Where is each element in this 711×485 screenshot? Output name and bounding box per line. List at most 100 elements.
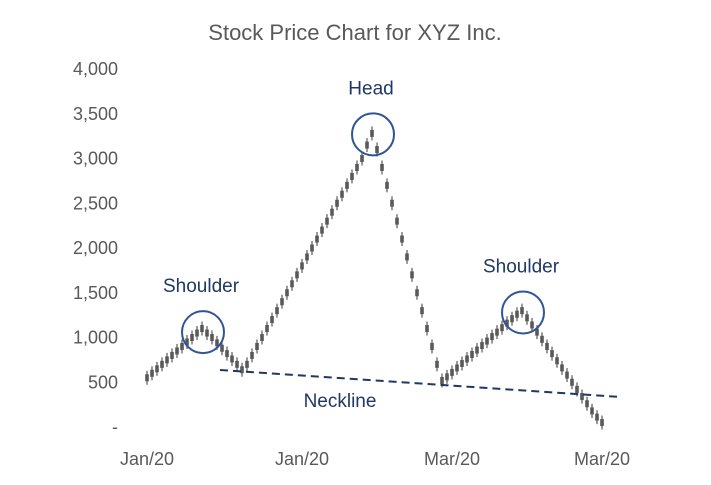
candle-body xyxy=(250,351,254,359)
candle-body xyxy=(515,310,519,318)
candle-body xyxy=(435,360,439,368)
candle-body xyxy=(270,316,274,324)
candle-body xyxy=(285,289,289,297)
candle-body xyxy=(560,364,564,372)
candle-body xyxy=(465,355,469,363)
candle-body xyxy=(205,329,209,337)
candle-body xyxy=(455,364,459,372)
candle-body xyxy=(165,356,169,364)
candle-body xyxy=(235,360,239,368)
y-tick-label: 500 xyxy=(88,372,118,392)
candle-body xyxy=(175,347,179,355)
annotation-label-head: Head xyxy=(348,78,393,99)
candle-body xyxy=(290,280,294,288)
candle-body xyxy=(190,334,194,341)
candle-body xyxy=(595,413,599,421)
candle-body xyxy=(240,366,244,374)
candle-body xyxy=(305,253,309,261)
candle-body xyxy=(470,351,474,359)
candle-body xyxy=(495,328,499,336)
candle-body xyxy=(405,253,409,261)
x-tick-label: Mar/20 xyxy=(424,449,480,469)
neckline xyxy=(219,369,621,398)
candle-body xyxy=(355,163,359,171)
candle-body xyxy=(485,337,489,345)
candle-body xyxy=(540,335,544,343)
x-tick-label: Jan/20 xyxy=(120,449,174,469)
candle-body xyxy=(365,141,369,149)
candle-body xyxy=(335,199,339,207)
candle-body xyxy=(445,373,449,381)
y-tick-label: 3,500 xyxy=(73,104,118,124)
candle-body xyxy=(170,351,174,359)
chart-title: Stock Price Chart for XYZ Inc. xyxy=(208,20,501,45)
candle-body xyxy=(430,342,434,350)
y-tick-label: 4,000 xyxy=(73,59,118,79)
candle-body xyxy=(480,342,484,350)
candle-body xyxy=(575,385,579,393)
candle-body xyxy=(585,400,589,408)
candle-body xyxy=(160,360,164,368)
candle-body xyxy=(200,325,204,333)
candle-body xyxy=(420,307,424,315)
candle-body xyxy=(425,325,429,333)
candle-body xyxy=(375,146,379,154)
candle-body xyxy=(565,371,569,379)
candle-body xyxy=(475,346,479,354)
candle-body xyxy=(195,329,199,337)
candle-body xyxy=(325,217,329,225)
candle-body xyxy=(360,155,364,162)
neckline-label: Neckline xyxy=(304,391,377,412)
candle-body xyxy=(400,235,404,243)
candle-body xyxy=(185,338,189,346)
candle-body xyxy=(570,378,574,386)
y-tick-label: 2,000 xyxy=(73,238,118,258)
candle-body xyxy=(370,129,374,137)
candle-body xyxy=(550,350,554,358)
candle-body xyxy=(145,374,149,382)
candle-body xyxy=(340,190,344,198)
candle-body xyxy=(530,321,534,329)
candle-body xyxy=(395,217,399,225)
y-tick-label: 1,500 xyxy=(73,283,118,303)
candle-body xyxy=(180,342,184,350)
candle-body xyxy=(330,208,334,216)
x-tick-label: Jan/20 xyxy=(275,449,329,469)
y-tick-label: 1,000 xyxy=(73,328,118,348)
annotation-label-shoulder: Shoulder xyxy=(163,276,240,297)
candle-body xyxy=(300,262,304,270)
candle-body xyxy=(210,334,214,341)
candle-body xyxy=(520,307,524,315)
candle-body xyxy=(245,360,249,368)
candle-body xyxy=(415,289,419,297)
candle-body xyxy=(390,199,394,207)
annotation-circle xyxy=(501,290,545,335)
candle-body xyxy=(260,334,264,341)
candle-body xyxy=(345,181,349,189)
candle-body xyxy=(535,328,539,336)
candle-body xyxy=(545,342,549,350)
candle-body xyxy=(460,359,464,367)
candle-body xyxy=(155,365,159,373)
candle-body xyxy=(505,319,509,327)
candle-body xyxy=(510,315,514,323)
candle-body xyxy=(220,344,224,352)
candle-body xyxy=(310,244,314,252)
candle-body xyxy=(580,393,584,401)
candle-body xyxy=(555,357,559,365)
y-tick-label: 3,000 xyxy=(73,149,118,169)
candle-body xyxy=(440,376,444,384)
x-tick-label: Mar/20 xyxy=(574,449,630,469)
y-tick-label: 2,500 xyxy=(73,193,118,213)
candle-body xyxy=(320,226,324,234)
candle-body xyxy=(280,298,284,306)
candle-body xyxy=(275,307,279,315)
candle-body xyxy=(215,339,219,347)
candle-body xyxy=(350,172,354,180)
candle-body xyxy=(410,271,414,279)
candle-body xyxy=(525,314,529,322)
candle-body xyxy=(295,271,299,279)
candle-body xyxy=(385,181,389,189)
